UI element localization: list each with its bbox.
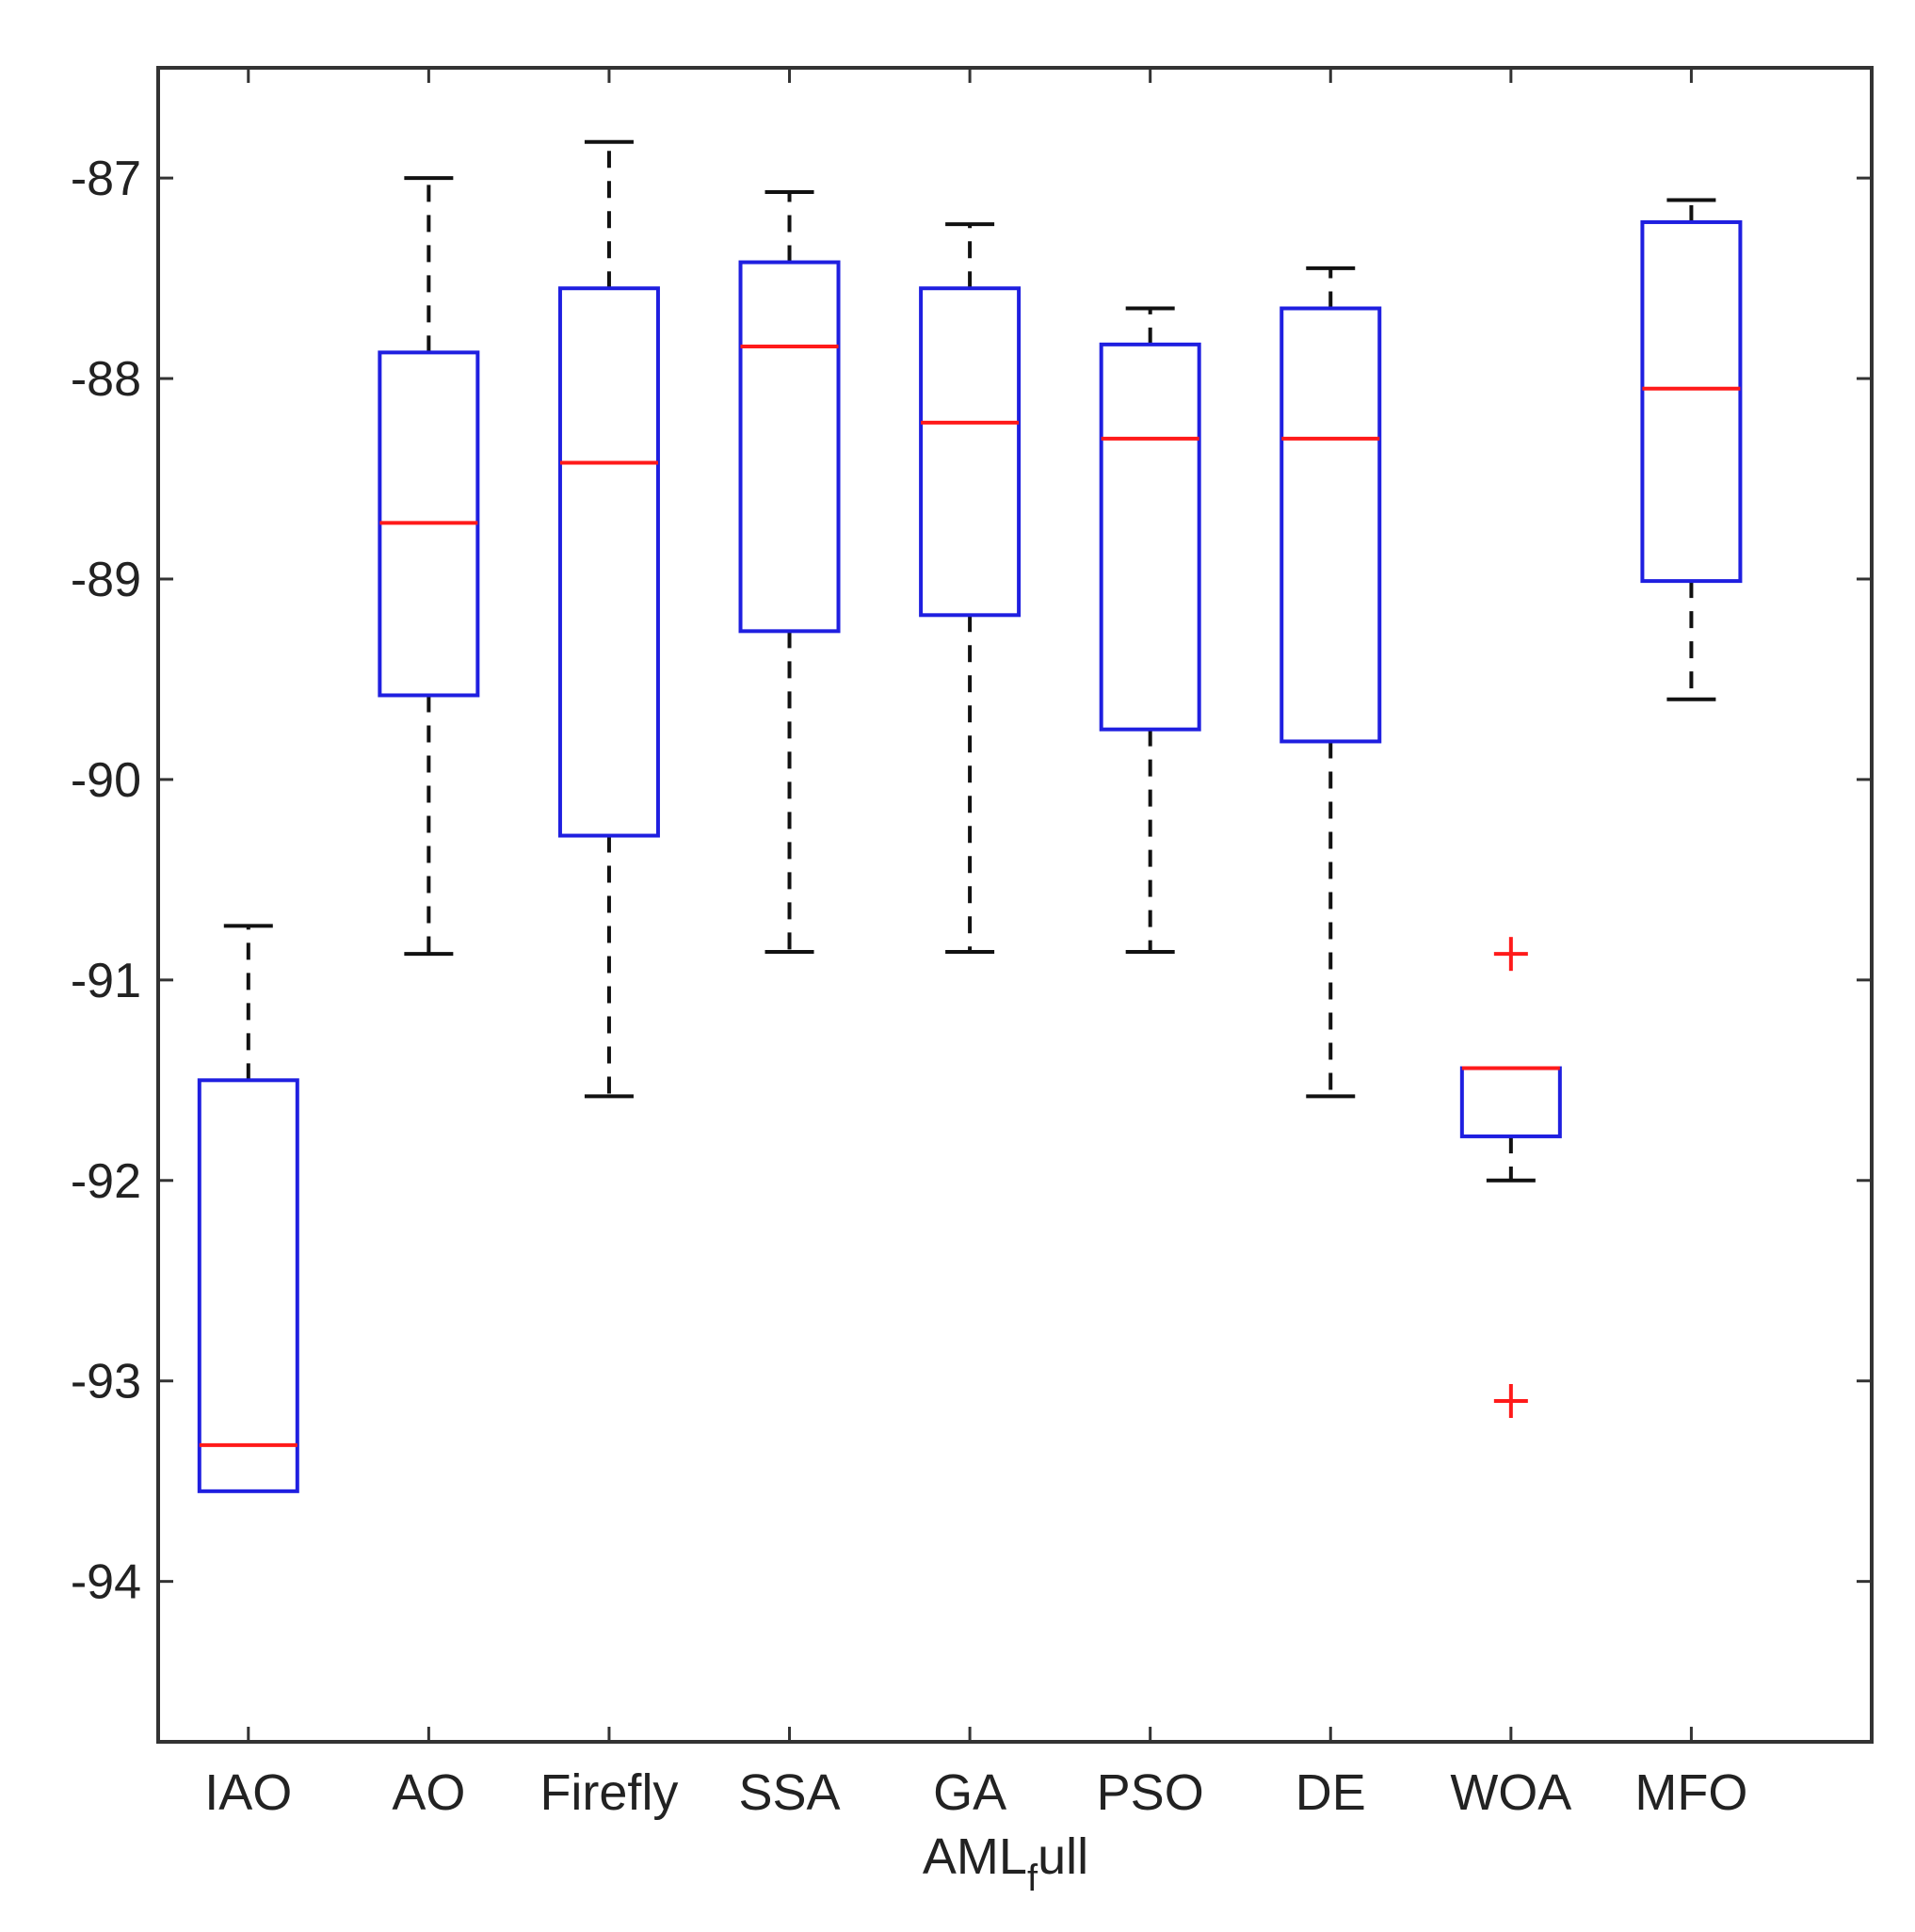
y-tick-label: -92 <box>71 1154 141 1209</box>
x-tick-label: PSO <box>1097 1764 1204 1821</box>
x-tick-label: SSA <box>738 1764 840 1821</box>
ticks-layer <box>158 68 1872 1742</box>
x-tick-label: WOA <box>1450 1764 1571 1821</box>
box-iqr <box>1099 342 1201 732</box>
box-iqr <box>1640 219 1743 584</box>
box-de <box>1279 266 1382 1099</box>
box-ssa <box>738 190 841 955</box>
box-mfo <box>1640 198 1743 701</box>
y-tick-label: -93 <box>71 1355 141 1409</box>
x-axis-label: AMLfull <box>923 1828 1088 1899</box>
labels-layer: -94 -93 -92 -91 -90 -89 -88 -87 IAO AO Firefly SSA G… <box>71 152 1748 1821</box>
x-axis-label-subscript: f <box>1027 1858 1038 1899</box>
y-tick-label: -90 <box>71 753 141 808</box>
y-tick-label: -89 <box>71 553 141 607</box>
x-tick-label: IAO <box>204 1764 292 1821</box>
x-axis-label-main: AML <box>923 1828 1027 1885</box>
box-firefly <box>557 139 660 1099</box>
x-tick-label: GA <box>933 1764 1006 1821</box>
plot-area <box>156 66 1874 1744</box>
boxes-layer <box>197 139 1743 1493</box>
outlier-marker <box>1493 1384 1528 1419</box>
box-iqr <box>197 1078 299 1493</box>
box-pso <box>1099 306 1201 955</box>
box-iqr <box>1279 306 1382 744</box>
box-iao <box>197 924 299 1493</box>
y-tick-label: -94 <box>71 1555 141 1610</box>
box-ga <box>919 222 1022 955</box>
y-tick-label: -91 <box>71 954 141 1008</box>
outlier-marker <box>1493 937 1528 972</box>
y-tick-label: -87 <box>71 152 141 206</box>
x-tick-label: DE <box>1295 1764 1366 1821</box>
box-iqr <box>557 286 660 838</box>
box-ao <box>378 176 480 957</box>
box-woa <box>1459 937 1562 1419</box>
x-tick-label: AO <box>392 1764 465 1821</box>
x-tick-label: Firefly <box>539 1764 678 1821</box>
box-iqr <box>738 260 841 634</box>
y-tick-label: -88 <box>71 352 141 407</box>
x-axis-label-suffix: ull <box>1038 1828 1088 1885</box>
box-iqr <box>919 286 1022 618</box>
x-tick-label: MFO <box>1634 1764 1747 1821</box>
